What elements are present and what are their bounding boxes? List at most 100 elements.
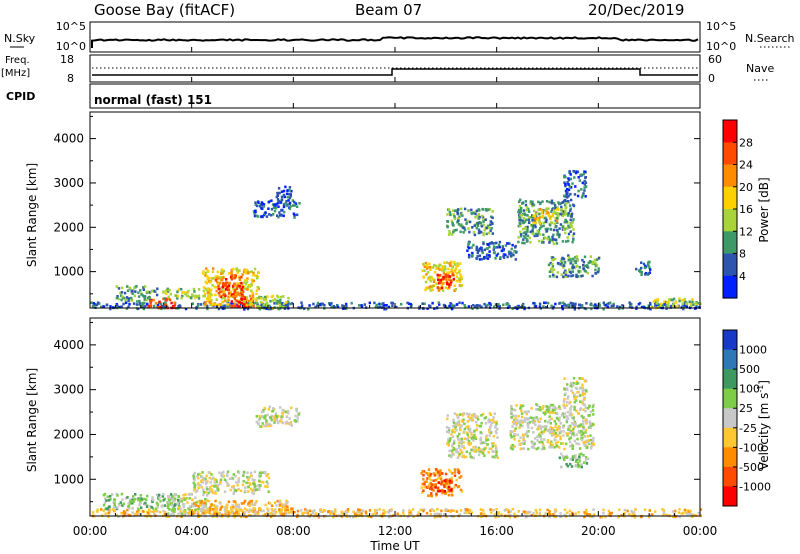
power-cell: [128, 302, 131, 306]
power-cell: [569, 173, 572, 176]
velocity-cell: [559, 515, 562, 519]
velocity-cell: [450, 476, 453, 480]
velocity-ytick-label: 3000: [53, 383, 84, 397]
velocity-cell: [211, 484, 214, 488]
power-cell: [373, 301, 376, 305]
velocity-cell: [280, 508, 283, 511]
power-cell: [488, 254, 491, 257]
power-cell: [522, 235, 526, 238]
velocity-cell: [216, 511, 219, 514]
power-cell: [218, 287, 221, 291]
power-cell: [476, 255, 479, 258]
power-cell: [640, 266, 643, 270]
velocity-cell: [581, 391, 585, 395]
power-cell: [556, 233, 559, 236]
velocity-cell: [356, 510, 359, 514]
velocity-cell: [470, 456, 473, 459]
power-cell: [589, 261, 593, 264]
velocity-cell: [572, 384, 575, 387]
power-cell: [490, 215, 493, 219]
power-cell: [279, 298, 282, 302]
velocity-cell: [279, 511, 283, 514]
time-tick-label: 12:00: [378, 524, 413, 538]
power-cell: [448, 285, 451, 289]
power-cell: [498, 307, 501, 310]
power-cell: [442, 272, 445, 275]
velocity-cell: [590, 445, 593, 449]
power-cell: [193, 290, 196, 293]
power-cell: [276, 214, 279, 217]
power-colorbar-swatch: [723, 186, 737, 210]
velocity-cell: [286, 409, 290, 413]
power-cell: [591, 274, 594, 278]
power-cell: [530, 216, 533, 219]
velocity-cell: [247, 501, 251, 505]
velocity-cell: [578, 453, 581, 456]
velocity-cell: [494, 424, 497, 428]
power-cell: [567, 188, 571, 192]
velocity-cell: [513, 429, 516, 432]
velocity-cell: [623, 512, 626, 515]
power-cell: [172, 305, 175, 308]
power-cell: [273, 209, 277, 213]
power-cell: [574, 302, 577, 306]
power-cell: [421, 269, 424, 273]
velocity-cell: [565, 454, 568, 458]
velocity-cell: [442, 481, 445, 484]
velocity-cell: [463, 430, 466, 434]
velocity-cell: [202, 491, 206, 494]
power-cell: [484, 218, 487, 221]
power-cell: [203, 292, 207, 296]
velocity-cell: [153, 512, 156, 515]
velocity-cell: [530, 514, 533, 517]
power-cell: [666, 301, 669, 305]
power-cell: [567, 256, 571, 259]
velocity-cell: [544, 411, 547, 415]
velocity-cell: [472, 446, 475, 449]
velocity-cell: [576, 395, 579, 398]
power-cell: [508, 242, 511, 245]
velocity-cell: [447, 493, 451, 497]
power-cell: [690, 304, 693, 307]
power-cell: [569, 257, 572, 261]
velocity-cell: [123, 512, 127, 515]
velocity-cell: [280, 420, 283, 424]
power-cell: [132, 302, 136, 305]
power-cell: [90, 301, 93, 304]
velocity-cell: [437, 471, 440, 474]
velocity-cell: [296, 513, 299, 517]
velocity-cell: [525, 515, 528, 519]
velocity-cell: [449, 470, 452, 474]
power-cell: [578, 266, 581, 269]
velocity-cell: [197, 476, 200, 480]
velocity-cell: [284, 504, 288, 508]
velocity-cell: [384, 511, 387, 514]
velocity-cell: [486, 438, 490, 441]
velocity-cell: [604, 515, 607, 519]
power-cell: [278, 191, 281, 195]
velocity-cell: [452, 509, 456, 512]
power-cell: [532, 221, 535, 225]
power-cell: [549, 261, 552, 265]
power-cell: [267, 307, 270, 311]
power-cell: [491, 210, 494, 213]
power-cell: [502, 303, 505, 307]
velocity-cell: [242, 512, 245, 516]
power-cell: [211, 270, 215, 273]
velocity-cell: [188, 492, 192, 496]
velocity-cell: [436, 508, 439, 511]
power-cell: [457, 264, 460, 267]
velocity-cell: [558, 419, 561, 422]
velocity-cell: [241, 509, 244, 512]
velocity-cell: [209, 512, 212, 515]
power-cell: [447, 278, 450, 281]
velocity-cell: [375, 512, 378, 515]
power-cell: [517, 208, 521, 212]
power-cell: [565, 202, 568, 205]
velocity-cell: [549, 443, 553, 446]
velocity-cell: [538, 433, 541, 437]
power-cell: [227, 298, 230, 302]
velocity-heatmap: [91, 376, 703, 519]
power-cell: [286, 189, 289, 192]
